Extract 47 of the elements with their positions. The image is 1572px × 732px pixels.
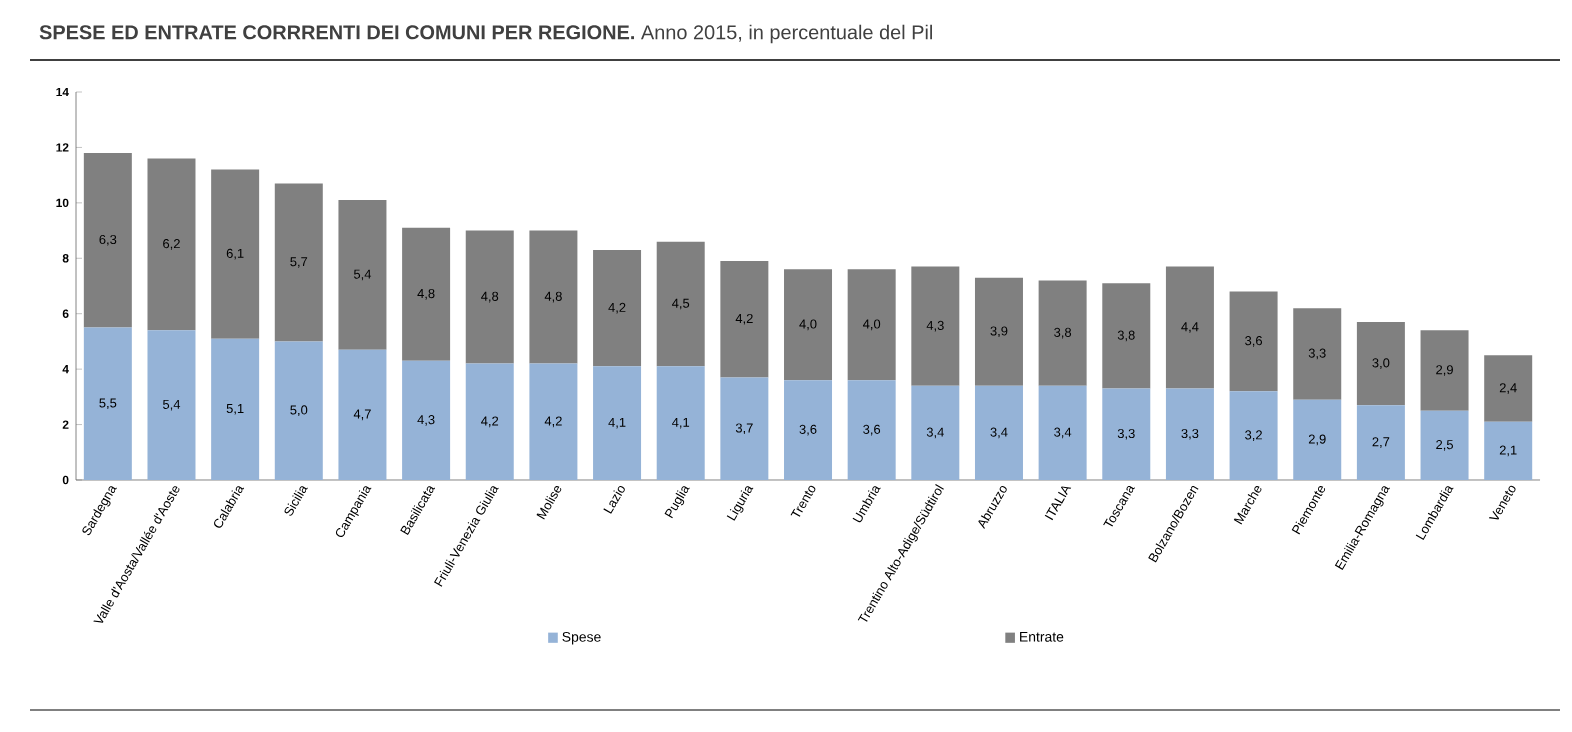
bar [720,261,769,378]
bar [465,230,514,364]
bar [529,363,578,480]
bar [784,380,833,480]
bar [974,277,1023,386]
bar [656,241,705,367]
bar [1165,388,1214,480]
bar [338,349,387,480]
bar [211,169,260,339]
bar [465,363,514,480]
bar [1102,388,1151,480]
bar [1165,266,1214,389]
bar [847,380,896,480]
bar [1038,280,1087,386]
bar [911,385,960,480]
bar [274,183,323,342]
bar [720,377,769,480]
bar [338,200,387,350]
bar [147,330,196,480]
bar [1293,399,1342,480]
bar [402,360,451,480]
bar [593,249,642,367]
bar [1229,291,1278,392]
bar [1356,405,1405,480]
bar [83,327,132,480]
bar [529,230,578,364]
bar [83,152,132,328]
bar [1484,421,1533,480]
bar [784,269,833,381]
bar [1420,330,1469,411]
bar [656,366,705,480]
bar [974,385,1023,480]
bar [911,266,960,386]
bar [402,227,451,361]
bar [1293,308,1342,400]
bar [593,366,642,480]
bar [147,158,196,331]
bar [211,338,260,480]
bar [1356,322,1405,406]
bar [274,341,323,480]
bar [1102,283,1151,389]
bar [1038,385,1087,480]
bar [847,269,896,381]
bar [1420,410,1469,480]
bar [1484,355,1533,422]
chart-title: SPESE ED ENTRATE CORRRENTI DEI COMUNI PER REGIONE. Anno 2015, in percentuale del Pil [39,24,932,44]
bar [1229,391,1278,480]
